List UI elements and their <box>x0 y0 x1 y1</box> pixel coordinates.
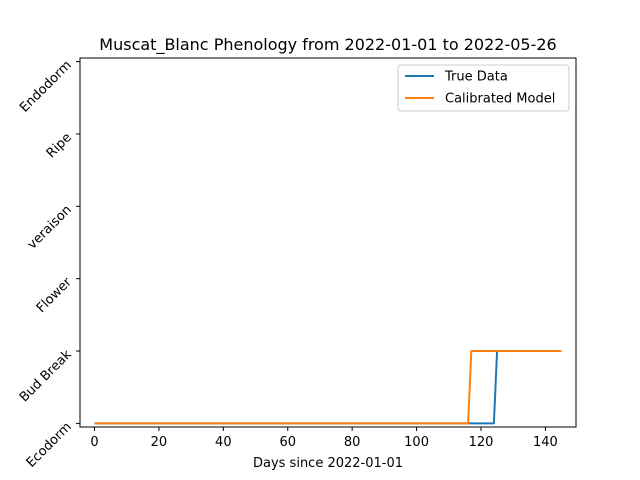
x-tick-label: 120 <box>469 435 494 450</box>
x-tick-label: 140 <box>533 435 558 450</box>
x-axis-label: Days since 2022-01-01 <box>253 456 403 471</box>
plot-frame <box>79 57 577 428</box>
x-tick-label: 60 <box>279 435 296 450</box>
x-ticks: 0 20 40 60 80 100 120 140 <box>90 427 558 450</box>
series-layer <box>94 350 562 425</box>
x-tick-label: 40 <box>215 435 232 450</box>
legend-label-true-data: True Data <box>444 70 508 85</box>
x-tick-label: 20 <box>151 435 168 450</box>
chart-title: Muscat_Blanc Phenology from 2022-01-01 t… <box>99 35 556 55</box>
series-line-calibrated-model <box>94 350 562 425</box>
legend-label-calibrated-model: Calibrated Model <box>445 92 555 107</box>
x-tick-label: 0 <box>90 435 98 450</box>
legend: True Data Calibrated Model <box>397 64 570 112</box>
x-tick-label: 100 <box>404 435 429 450</box>
legend-box <box>397 64 570 112</box>
x-tick-label: 80 <box>344 435 361 450</box>
